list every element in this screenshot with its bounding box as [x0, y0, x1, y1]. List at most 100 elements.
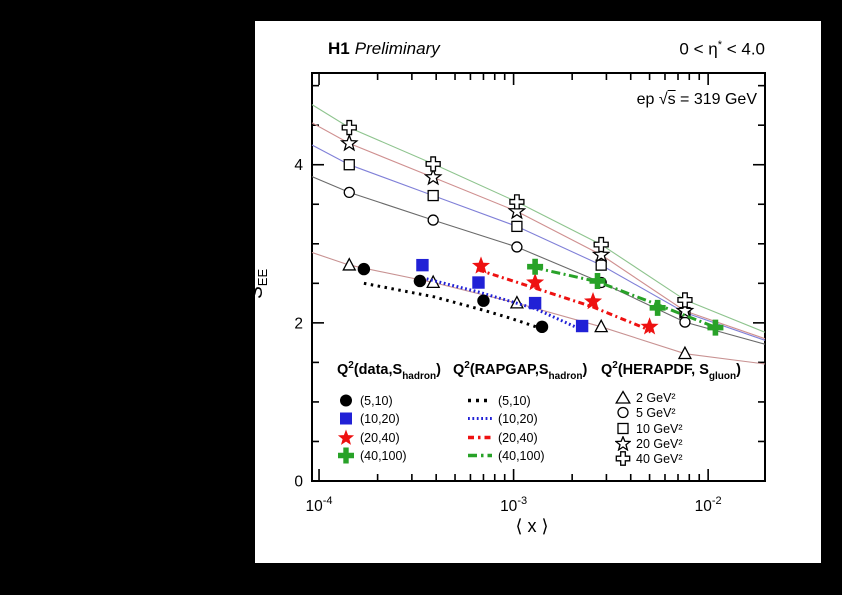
y-axis-title-sub: EE — [254, 268, 270, 287]
data-points-1020 — [416, 258, 589, 333]
eta-range-pre: 0 < η — [679, 39, 718, 59]
y-axis-title: SEE — [246, 269, 270, 299]
legend-header-text: (RAPGAP,S — [469, 361, 549, 378]
open-triangle-icon — [615, 390, 631, 404]
legend-item-rapgap-5-10: (5,10) — [467, 392, 531, 409]
filled-star-icon — [337, 429, 355, 445]
open-triangle-marker — [677, 345, 693, 360]
open-circle-marker — [427, 214, 439, 226]
dotted-line-icon — [468, 398, 492, 403]
x-axis-title: ⟨ x ⟩ — [515, 516, 549, 536]
legend-header-text: (HERAPDF, S — [617, 361, 709, 378]
filled-star-marker — [471, 256, 491, 274]
svg-text:10-2: 10-2 — [695, 495, 722, 515]
sqrt-sign: √ — [658, 91, 668, 108]
open-circle-marker — [511, 241, 523, 253]
beam-pre: ep — [636, 91, 659, 108]
legend-item-herapdf-5gev: 5 GeV² — [615, 404, 676, 421]
rapgap-curve-2040 — [478, 268, 652, 333]
legend-item-label: 20 GeV² — [636, 436, 683, 451]
filled-plus-marker — [589, 272, 606, 289]
y-axis-ticks — [312, 84, 765, 482]
sqrt-s: s — [667, 91, 676, 108]
experiment-name: H1 — [328, 39, 350, 58]
legend-item-label: 10 GeV² — [636, 421, 683, 436]
eta-range-sup: * — [717, 39, 722, 51]
open-triangle-marker — [594, 318, 609, 333]
beam-post: = 319 GeV — [675, 91, 757, 108]
filled-plus-marker — [649, 299, 666, 316]
legend-item-rapgap-20-40: (20,40) — [467, 429, 538, 446]
legend-item-label: (10,20) — [360, 411, 400, 426]
legend-header-sub: hadron — [402, 370, 437, 382]
legend-item-rapgap-40-100: (40,100) — [467, 447, 545, 464]
filled-star-marker — [526, 273, 545, 291]
legend-header-herapdf: Q2(HERAPDF, Sgluon) — [601, 360, 741, 382]
legend-item-label: 40 GeV² — [636, 451, 683, 466]
herapdf-points-40GeV — [341, 119, 693, 308]
legend-header-text: ) — [582, 361, 588, 378]
dash-dot-line-icon — [468, 435, 492, 440]
status-label: Preliminary — [354, 39, 440, 58]
x-axis-ticks — [318, 73, 709, 481]
legend-item-label: (5,10) — [360, 393, 393, 408]
open-circle-icon — [617, 406, 629, 419]
filled-circle-marker — [413, 274, 427, 288]
svg-text:2: 2 — [294, 315, 303, 332]
legend-item-herapdf-40gev: 40 GeV² — [615, 450, 683, 467]
legend-header-text: (data,S — [353, 361, 403, 378]
filled-circle-marker — [535, 320, 549, 334]
legend-item-data-5-10: (5,10) — [337, 392, 393, 409]
open-square-marker — [595, 259, 607, 271]
data-points-40100 — [527, 258, 724, 336]
svg-text:10-4: 10-4 — [306, 495, 333, 515]
open-star-marker — [675, 301, 695, 319]
legend-header-sub: hadron — [548, 370, 583, 382]
legend-item-label: (5,10) — [498, 393, 531, 408]
legend-header-text: Q — [337, 361, 349, 378]
legend-item-data-10-20: (10,20) — [337, 410, 400, 427]
dense-dotted-line-icon — [468, 417, 492, 420]
filled-plus-icon — [338, 447, 354, 464]
legend-header-text: ) — [436, 361, 441, 378]
data-points-2040 — [471, 256, 659, 335]
legend-header-rapgap: Q2(RAPGAP,Shadron) — [453, 360, 587, 382]
legend-header-sup: 2 — [464, 360, 470, 371]
data-points-510 — [357, 262, 549, 334]
legend-header-text: Q — [601, 361, 613, 378]
legend-item-herapdf-10gev: 10 GeV² — [615, 420, 683, 437]
open-triangle-marker — [342, 257, 357, 271]
filled-plus-marker — [527, 258, 544, 275]
legend-item-rapgap-10-20: (10,20) — [467, 410, 538, 427]
legend-header-text: ) — [736, 361, 741, 378]
filled-square-marker — [528, 296, 542, 310]
legend-item-label: (40,100) — [360, 448, 407, 463]
legend-item-data-20-40: (20,40) — [337, 429, 400, 446]
svg-text:4: 4 — [294, 157, 303, 174]
svg-text:10-3: 10-3 — [500, 495, 527, 515]
y-tick-labels: 0 2 4 — [294, 157, 303, 490]
rapgap-curve-40100 — [533, 266, 717, 329]
open-circle-marker — [679, 316, 691, 328]
legend-header-sub: gluon — [708, 370, 737, 382]
plot-canvas — [255, 21, 821, 563]
filled-plus-marker — [707, 319, 724, 336]
filled-circle-marker — [357, 262, 371, 276]
open-plus-icon — [615, 451, 631, 466]
open-plus-marker — [341, 119, 357, 136]
open-star-marker — [423, 167, 443, 186]
filled-square-marker — [416, 258, 429, 272]
open-square-marker — [427, 189, 439, 202]
legend-item-label: 5 GeV² — [636, 405, 676, 420]
open-star-marker — [591, 245, 611, 263]
svg-text:0: 0 — [294, 474, 303, 491]
herapdf-line-5GeV — [311, 176, 766, 345]
figure-title: H1 Preliminary — [328, 39, 440, 59]
legend-item-herapdf-20gev: 20 GeV² — [615, 435, 683, 452]
x-tick-labels: 10-4 10-3 10-2 — [306, 495, 722, 515]
open-square-marker — [511, 220, 523, 233]
open-star-icon — [615, 436, 631, 451]
legend-item-data-40-100: (40,100) — [337, 447, 407, 464]
filled-star-marker — [640, 317, 659, 335]
